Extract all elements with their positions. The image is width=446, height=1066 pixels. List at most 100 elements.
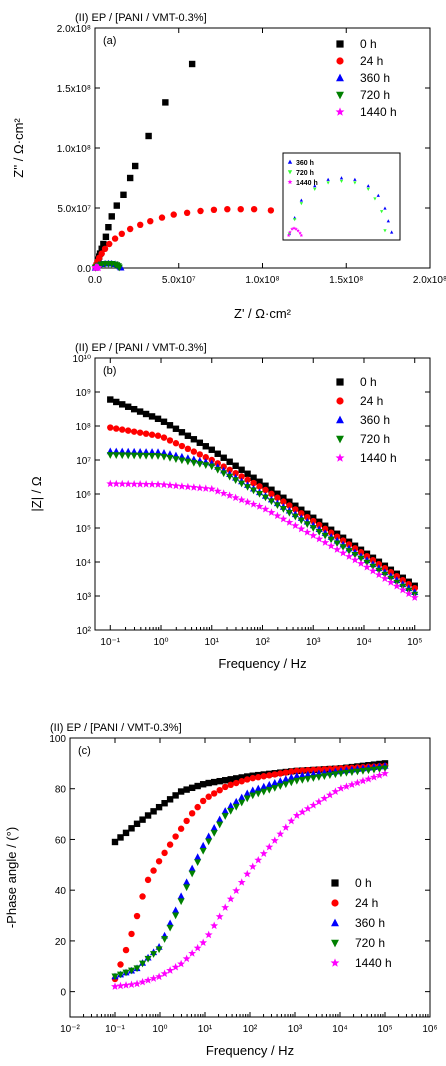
inset-point xyxy=(353,177,357,181)
data-point xyxy=(298,510,305,517)
data-point xyxy=(194,859,202,867)
data-point xyxy=(287,773,295,781)
data-point xyxy=(199,847,207,855)
data-point xyxy=(370,773,378,781)
y-tick-label: 10⁵ xyxy=(76,524,91,535)
data-point xyxy=(155,858,163,865)
data-point xyxy=(309,801,318,809)
x-tick-label: 10¹ xyxy=(205,637,220,648)
x-tick-label: 5.0x10⁷ xyxy=(162,275,196,286)
data-point xyxy=(127,980,136,988)
data-point xyxy=(199,938,208,947)
data-point xyxy=(210,824,218,831)
data-point xyxy=(232,477,240,484)
data-point xyxy=(260,782,268,790)
data-point xyxy=(325,790,334,799)
y-axis-label: -Phase angle / (°) xyxy=(4,827,19,928)
data-point xyxy=(133,965,141,973)
inset-point xyxy=(298,231,302,235)
data-point xyxy=(250,487,258,495)
data-point xyxy=(204,930,213,939)
data-point xyxy=(184,445,192,453)
data-point xyxy=(293,771,301,779)
data-point xyxy=(145,132,152,140)
data-point xyxy=(411,584,418,592)
x-tick-label: 10⁻¹ xyxy=(105,1024,125,1035)
inset-point xyxy=(299,202,304,206)
inset-point xyxy=(339,179,344,183)
data-point xyxy=(177,959,186,968)
data-point xyxy=(132,162,139,170)
legend-marker xyxy=(336,397,344,405)
inset-point xyxy=(287,232,291,236)
data-point xyxy=(405,580,412,588)
legend-label: 1440 h xyxy=(360,451,397,465)
data-point xyxy=(293,777,301,785)
data-point xyxy=(339,537,347,544)
data-point xyxy=(364,774,373,783)
data-point xyxy=(108,213,115,220)
data-point xyxy=(261,505,270,513)
data-point xyxy=(188,784,196,792)
data-point xyxy=(160,480,168,489)
data-point xyxy=(221,813,229,820)
data-point xyxy=(232,469,239,477)
legend-label: 720 h xyxy=(355,936,385,950)
data-point xyxy=(216,815,224,823)
x-tick-label: 10⁻² xyxy=(60,1024,80,1035)
data-point xyxy=(381,769,389,777)
data-point xyxy=(226,894,235,903)
data-point xyxy=(113,202,120,209)
data-point xyxy=(267,508,276,516)
data-point xyxy=(265,786,273,794)
data-point xyxy=(199,841,207,849)
data-point xyxy=(133,979,141,988)
data-point xyxy=(351,551,359,559)
data-point xyxy=(386,578,395,586)
data-point xyxy=(115,264,123,272)
data-point xyxy=(161,800,168,807)
y-tick-label: 10⁸ xyxy=(76,422,91,433)
data-point xyxy=(177,825,185,832)
data-point xyxy=(227,808,235,815)
x-tick-label: 10⁵ xyxy=(407,637,422,648)
data-point xyxy=(381,564,389,572)
data-point xyxy=(124,427,132,434)
data-point xyxy=(171,963,180,971)
series-1440h xyxy=(111,769,389,990)
data-point xyxy=(243,497,252,506)
data-point xyxy=(122,946,130,954)
data-point xyxy=(221,807,229,814)
chart-panel-a: (II) EP / [PANI / VMT-0.3%] (a) 0.0 5.0x10⁷… xyxy=(11,12,446,321)
data-point xyxy=(342,782,351,790)
data-point xyxy=(254,855,263,864)
legend-marker xyxy=(336,378,344,386)
data-point xyxy=(106,240,113,248)
inset-plot: 360 h 720 h 1440 h xyxy=(282,152,401,241)
data-point xyxy=(166,422,174,429)
data-point xyxy=(249,786,257,794)
data-point xyxy=(111,973,119,981)
data-point xyxy=(321,525,329,533)
data-point xyxy=(162,99,169,106)
data-point xyxy=(113,425,120,432)
data-point xyxy=(279,514,288,523)
data-point xyxy=(205,779,212,787)
chart-panel-b: (II) EP / [PANI / VMT-0.3%] (b) 10⁻¹ 10⁰ 10¹… xyxy=(29,342,431,671)
data-point xyxy=(202,443,209,450)
data-point xyxy=(293,767,301,775)
y-tick-label: 10¹⁰ xyxy=(73,354,91,365)
data-point xyxy=(161,849,168,857)
data-point xyxy=(111,838,119,846)
x-axis-label: Frequency / Hz xyxy=(218,656,306,671)
legend-label: 1440 h xyxy=(355,956,392,970)
data-point xyxy=(214,466,222,474)
x-tick-label: 10⁵ xyxy=(377,1024,392,1035)
data-point xyxy=(158,214,166,221)
data-point xyxy=(309,775,317,782)
inset-point xyxy=(326,177,330,181)
data-point xyxy=(107,396,114,403)
inset-point xyxy=(379,210,384,214)
data-point xyxy=(149,974,158,982)
data-point xyxy=(148,480,157,488)
